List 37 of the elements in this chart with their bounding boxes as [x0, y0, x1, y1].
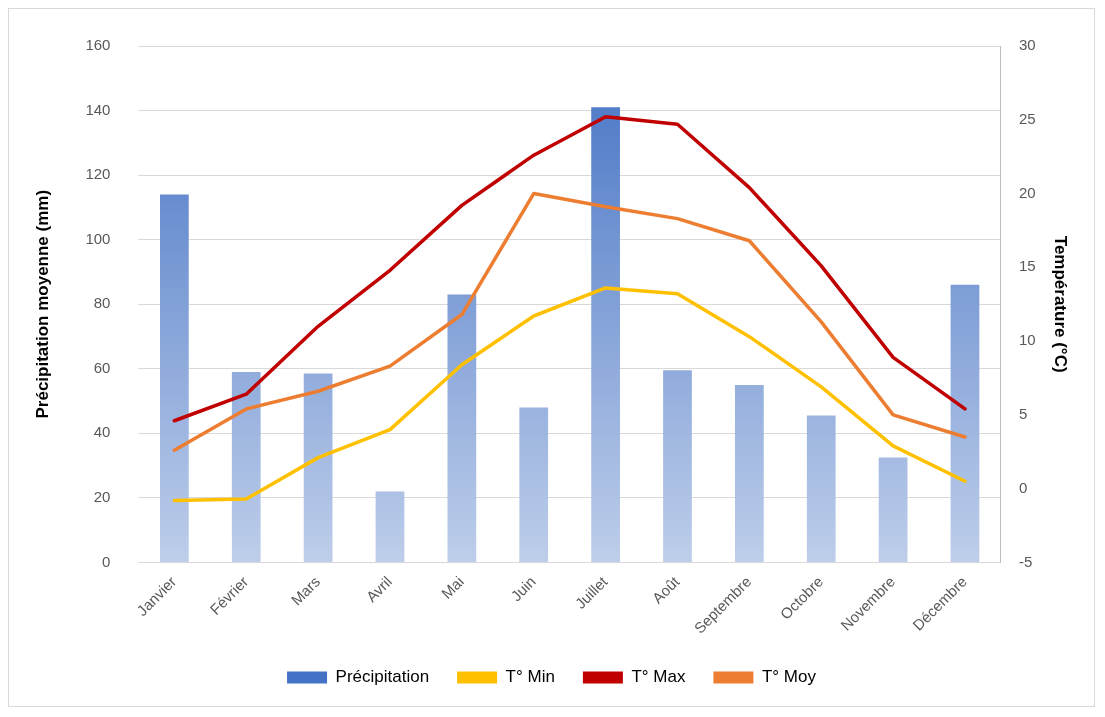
y2-tick-label: 5: [1018, 404, 1028, 422]
y2-axis-title: Température (°C): [1051, 235, 1071, 373]
bar: [591, 107, 620, 562]
y-tick-label: 80: [93, 294, 111, 312]
x-tick-label: Juin: [507, 572, 539, 605]
legend-label: T° Max: [631, 667, 686, 687]
bar: [806, 415, 836, 562]
y-tick-label: 40: [93, 423, 111, 441]
y2-tick-label: -5: [1018, 552, 1033, 570]
bar: [519, 407, 549, 562]
bar: [950, 284, 980, 562]
y-tick-label: 60: [93, 358, 111, 376]
y-tick-label: 160: [85, 36, 111, 54]
bar: [663, 370, 692, 562]
y2-tick-label: 0: [1018, 478, 1028, 496]
legend-label: T° Moy: [761, 667, 817, 687]
bar: [375, 491, 405, 562]
bar: [303, 373, 333, 562]
bar: [159, 194, 189, 562]
legend-label: T° Min: [505, 667, 555, 687]
x-tick-label: Mai: [437, 572, 467, 602]
y-tick-label: 0: [102, 552, 111, 570]
bar: [231, 371, 261, 562]
y-tick-label: 100: [85, 229, 111, 247]
y2-tick-label: 20: [1018, 183, 1036, 201]
y-tick-label: 120: [85, 165, 111, 183]
bar: [878, 457, 908, 562]
y2-tick-label: 10: [1018, 331, 1036, 349]
y-tick-label: 140: [85, 100, 111, 118]
bar: [447, 294, 477, 562]
y-axis-title: Précipitation moyenne (mm): [32, 189, 52, 419]
legend-label: Précipitation: [335, 667, 430, 687]
bar: [734, 384, 764, 562]
y2-tick-label: 15: [1018, 257, 1036, 275]
y2-tick-label: 25: [1018, 109, 1036, 127]
y-tick-label: 20: [93, 487, 111, 505]
y2-tick-label: 30: [1018, 36, 1036, 54]
